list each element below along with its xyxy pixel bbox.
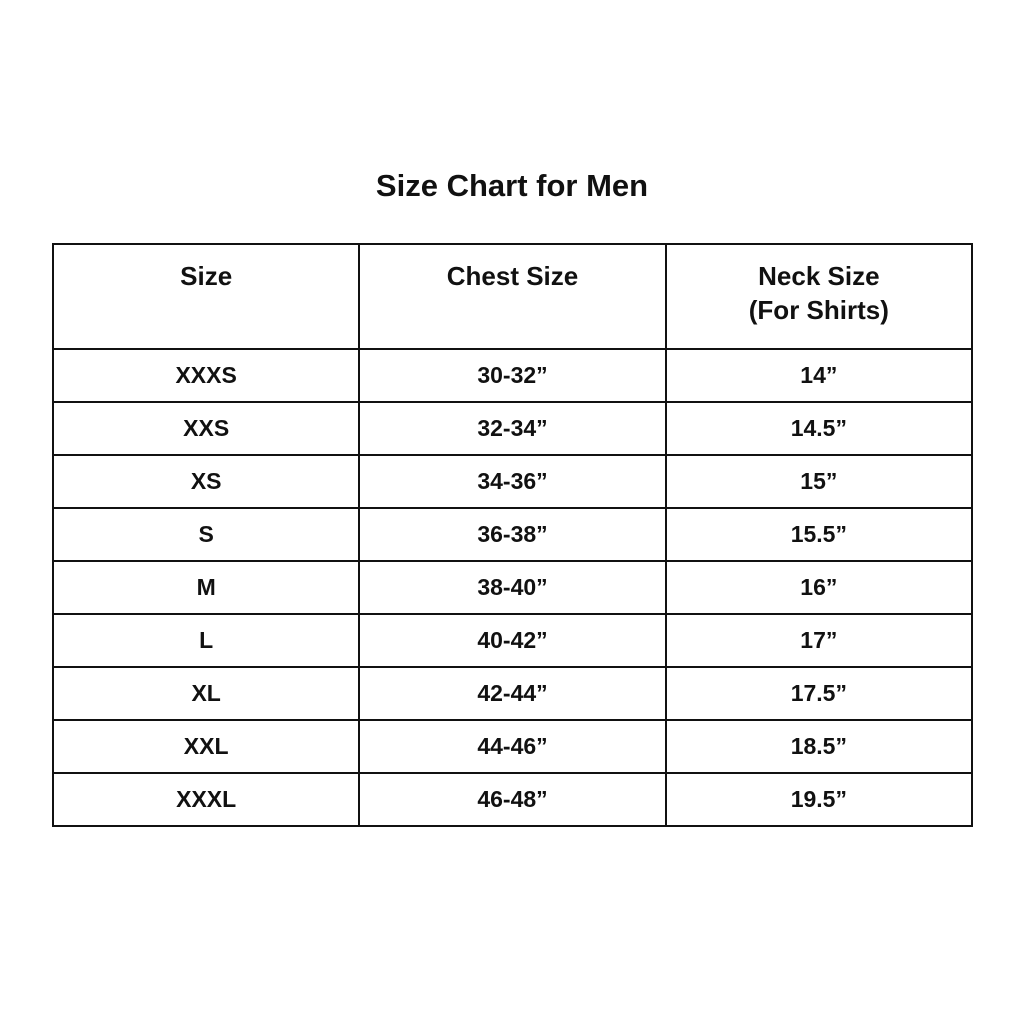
cell-chest-size: 42-44” (358, 666, 667, 721)
cell-size: XXXS (51, 348, 361, 403)
table-row: XS 34-36” 15” (51, 454, 974, 509)
cell-size: XXXL (51, 772, 361, 827)
cell-neck-size: 19.5” (664, 772, 974, 827)
header-neck-size-label: Neck Size (758, 261, 880, 291)
cell-neck-size: 15.5” (664, 507, 974, 562)
header-chest-size: Chest Size (358, 243, 667, 350)
page-title: Size Chart for Men (375, 168, 649, 203)
cell-neck-size: 18.5” (664, 719, 974, 774)
cell-chest-size: 30-32” (358, 348, 667, 403)
table-row: XXS 32-34” 14.5” (51, 401, 974, 456)
cell-neck-size: 14.5” (664, 401, 974, 456)
cell-size: S (51, 507, 361, 562)
header-size: Size (51, 243, 361, 350)
cell-chest-size: 32-34” (358, 401, 667, 456)
cell-neck-size: 17” (664, 613, 974, 668)
cell-chest-size: 46-48” (358, 772, 667, 827)
cell-chest-size: 34-36” (358, 454, 667, 509)
table-row: M 38-40” 16” (51, 560, 974, 615)
cell-chest-size: 40-42” (358, 613, 667, 668)
cell-size: L (51, 613, 361, 668)
table-row: XXL 44-46” 18.5” (51, 719, 974, 774)
cell-chest-size: 38-40” (358, 560, 667, 615)
table-row: S 36-38” 15.5” (51, 507, 974, 562)
cell-size: M (51, 560, 361, 615)
table-row: XXXS 30-32” 14” (51, 348, 974, 403)
cell-neck-size: 16” (664, 560, 974, 615)
cell-chest-size: 36-38” (358, 507, 667, 562)
header-row: Size Chest Size Neck Size (For Shirts) (51, 243, 974, 350)
cell-size: XL (51, 666, 361, 721)
cell-neck-size: 14” (664, 348, 974, 403)
cell-size: XS (51, 454, 361, 509)
cell-neck-size: 15” (664, 454, 974, 509)
cell-chest-size: 44-46” (358, 719, 667, 774)
cell-neck-size: 17.5” (664, 666, 974, 721)
header-neck-size-note: (For Shirts) (748, 295, 889, 325)
table-row: XL 42-44” 17.5” (51, 666, 974, 721)
header-neck-size: Neck Size (For Shirts) (664, 243, 974, 350)
size-chart-table: Size Chest Size Neck Size (For Shirts) XX… (51, 243, 974, 827)
cell-size: XXL (51, 719, 361, 774)
cell-size: XXS (51, 401, 361, 456)
table-row: XXXL 46-48” 19.5” (51, 772, 974, 827)
table-row: L 40-42” 17” (51, 613, 974, 668)
